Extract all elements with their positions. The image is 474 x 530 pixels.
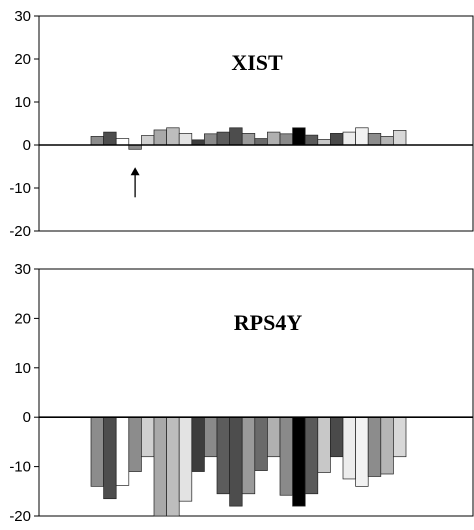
rps4y-panel: RPS4Y 30 20 10 0 -10 -20 bbox=[9, 261, 474, 525]
rps4y-bar bbox=[141, 416, 155, 458]
arrow-head bbox=[130, 167, 140, 176]
rps4y-bar bbox=[191, 416, 205, 472]
xist-y-tick-label: -10 bbox=[9, 180, 31, 197]
xist-bar bbox=[317, 139, 331, 146]
xist-bar bbox=[103, 131, 117, 146]
rps4y-y-tick-label: -10 bbox=[9, 459, 31, 476]
xist-y-tick-label: 10 bbox=[14, 94, 31, 111]
xist-bar bbox=[254, 138, 268, 146]
rps4y-bar bbox=[393, 416, 407, 458]
rps4y-bar bbox=[355, 416, 369, 487]
rps4y-bar bbox=[380, 416, 394, 475]
xist-bar bbox=[330, 133, 344, 146]
xist-bar bbox=[153, 129, 167, 146]
xist-arrow-icon bbox=[130, 167, 140, 198]
rps4y-bar bbox=[229, 416, 243, 507]
rps4y-bar bbox=[115, 416, 130, 486]
xist-bar bbox=[393, 130, 407, 146]
rps4y-bar bbox=[342, 416, 356, 480]
rps4y-title: RPS4Y bbox=[234, 310, 303, 335]
rps4y-bar bbox=[216, 416, 230, 495]
xist-bar bbox=[178, 133, 193, 146]
xist-bar bbox=[380, 136, 394, 146]
rps4y-y-tick-label: 20 bbox=[14, 310, 31, 327]
rps4y-bar bbox=[267, 416, 281, 458]
xist-bar bbox=[115, 138, 130, 146]
xist-y-tick-label: 20 bbox=[14, 51, 31, 68]
rps4y-bar bbox=[103, 416, 117, 500]
rps4y-bar bbox=[128, 416, 142, 472]
xist-bar bbox=[342, 131, 356, 146]
rps4y-y-tick-label: 30 bbox=[14, 261, 31, 278]
xist-bar bbox=[241, 133, 256, 146]
rps4y-plot-frame bbox=[38, 268, 474, 517]
rps4y-bar bbox=[317, 416, 331, 473]
xist-bar bbox=[367, 133, 382, 146]
rps4y-bar bbox=[304, 416, 319, 495]
xist-bar bbox=[279, 133, 293, 146]
xist-bar bbox=[292, 127, 306, 146]
rps4y-bar bbox=[241, 416, 256, 495]
xist-bar bbox=[304, 134, 319, 146]
rps4y-bar bbox=[292, 416, 306, 507]
rps4y-y-tick-label: 10 bbox=[14, 360, 31, 377]
xist-plot-frame bbox=[38, 15, 474, 232]
xist-panel: XIST 30 20 10 0 -10 -20 bbox=[9, 8, 474, 240]
rps4y-bar bbox=[254, 416, 268, 471]
xist-bar bbox=[90, 136, 104, 146]
rps4y-y-tick-label: -20 bbox=[9, 508, 31, 525]
rps4y-bar bbox=[178, 416, 193, 502]
xist-y-tick-label: -20 bbox=[9, 223, 31, 240]
rps4y-bar bbox=[367, 416, 382, 477]
rps4y-bar bbox=[330, 416, 344, 458]
rps4y-bar bbox=[90, 416, 104, 487]
xist-bar bbox=[355, 127, 369, 146]
xist-y-tick-label: 0 bbox=[23, 137, 31, 154]
rps4y-bar bbox=[204, 416, 218, 458]
xist-bar bbox=[216, 131, 230, 146]
rps4y-bar bbox=[166, 416, 180, 517]
xist-bar bbox=[204, 133, 218, 146]
xist-bar bbox=[166, 127, 180, 146]
rps4y-bar bbox=[153, 416, 167, 517]
rps4y-bar bbox=[279, 416, 293, 496]
rps4y-y-tick-label: 0 bbox=[23, 409, 31, 426]
xist-bar bbox=[141, 135, 155, 146]
xist-y-tick-label: 30 bbox=[14, 8, 31, 25]
xist-bar bbox=[229, 127, 243, 146]
xist-title: XIST bbox=[231, 50, 283, 75]
xist-bar bbox=[267, 131, 281, 146]
